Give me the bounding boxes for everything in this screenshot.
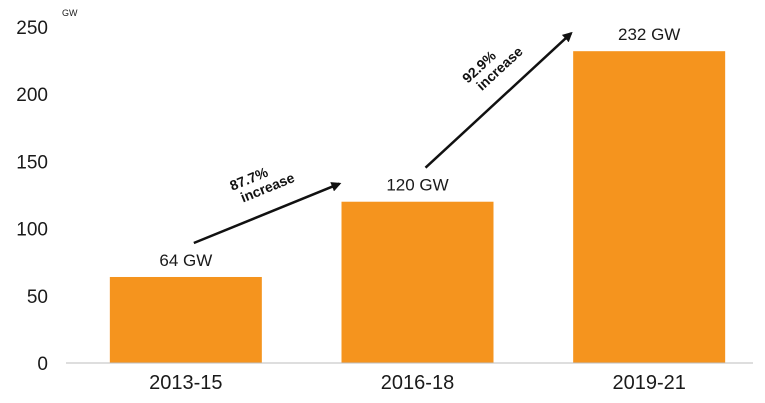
increase-annotation: 87.7%increase <box>227 155 297 207</box>
data-labels: 64 GW 120 GW 232 GW <box>159 25 680 270</box>
bar <box>109 276 262 363</box>
x-tick-label: 2019-21 <box>612 372 685 394</box>
x-axis: 2013-15 2016-18 2019-21 <box>149 372 686 394</box>
y-axis-unit-label: GW <box>62 8 78 18</box>
y-tick-label: 100 <box>16 220 48 241</box>
bar <box>341 201 494 363</box>
x-tick-label: 2013-15 <box>149 372 222 394</box>
data-label: 120 GW <box>386 176 448 195</box>
data-label: 64 GW <box>159 251 212 270</box>
y-tick-label: 200 <box>16 85 48 106</box>
increase-annotation: 92.9%increase <box>459 32 526 97</box>
y-tick-label: 250 <box>16 18 48 39</box>
bars <box>109 51 726 363</box>
x-tick-label: 2016-18 <box>381 372 454 394</box>
increase-arrow <box>193 182 342 245</box>
data-label: 232 GW <box>618 25 680 44</box>
y-tick-label: 150 <box>16 152 48 173</box>
y-axis: 0 50 100 150 200 250 <box>16 18 48 375</box>
y-tick-label: 50 <box>27 287 48 308</box>
increase-arrow <box>424 31 573 169</box>
bar <box>573 51 726 363</box>
y-tick-label: 0 <box>37 354 48 375</box>
